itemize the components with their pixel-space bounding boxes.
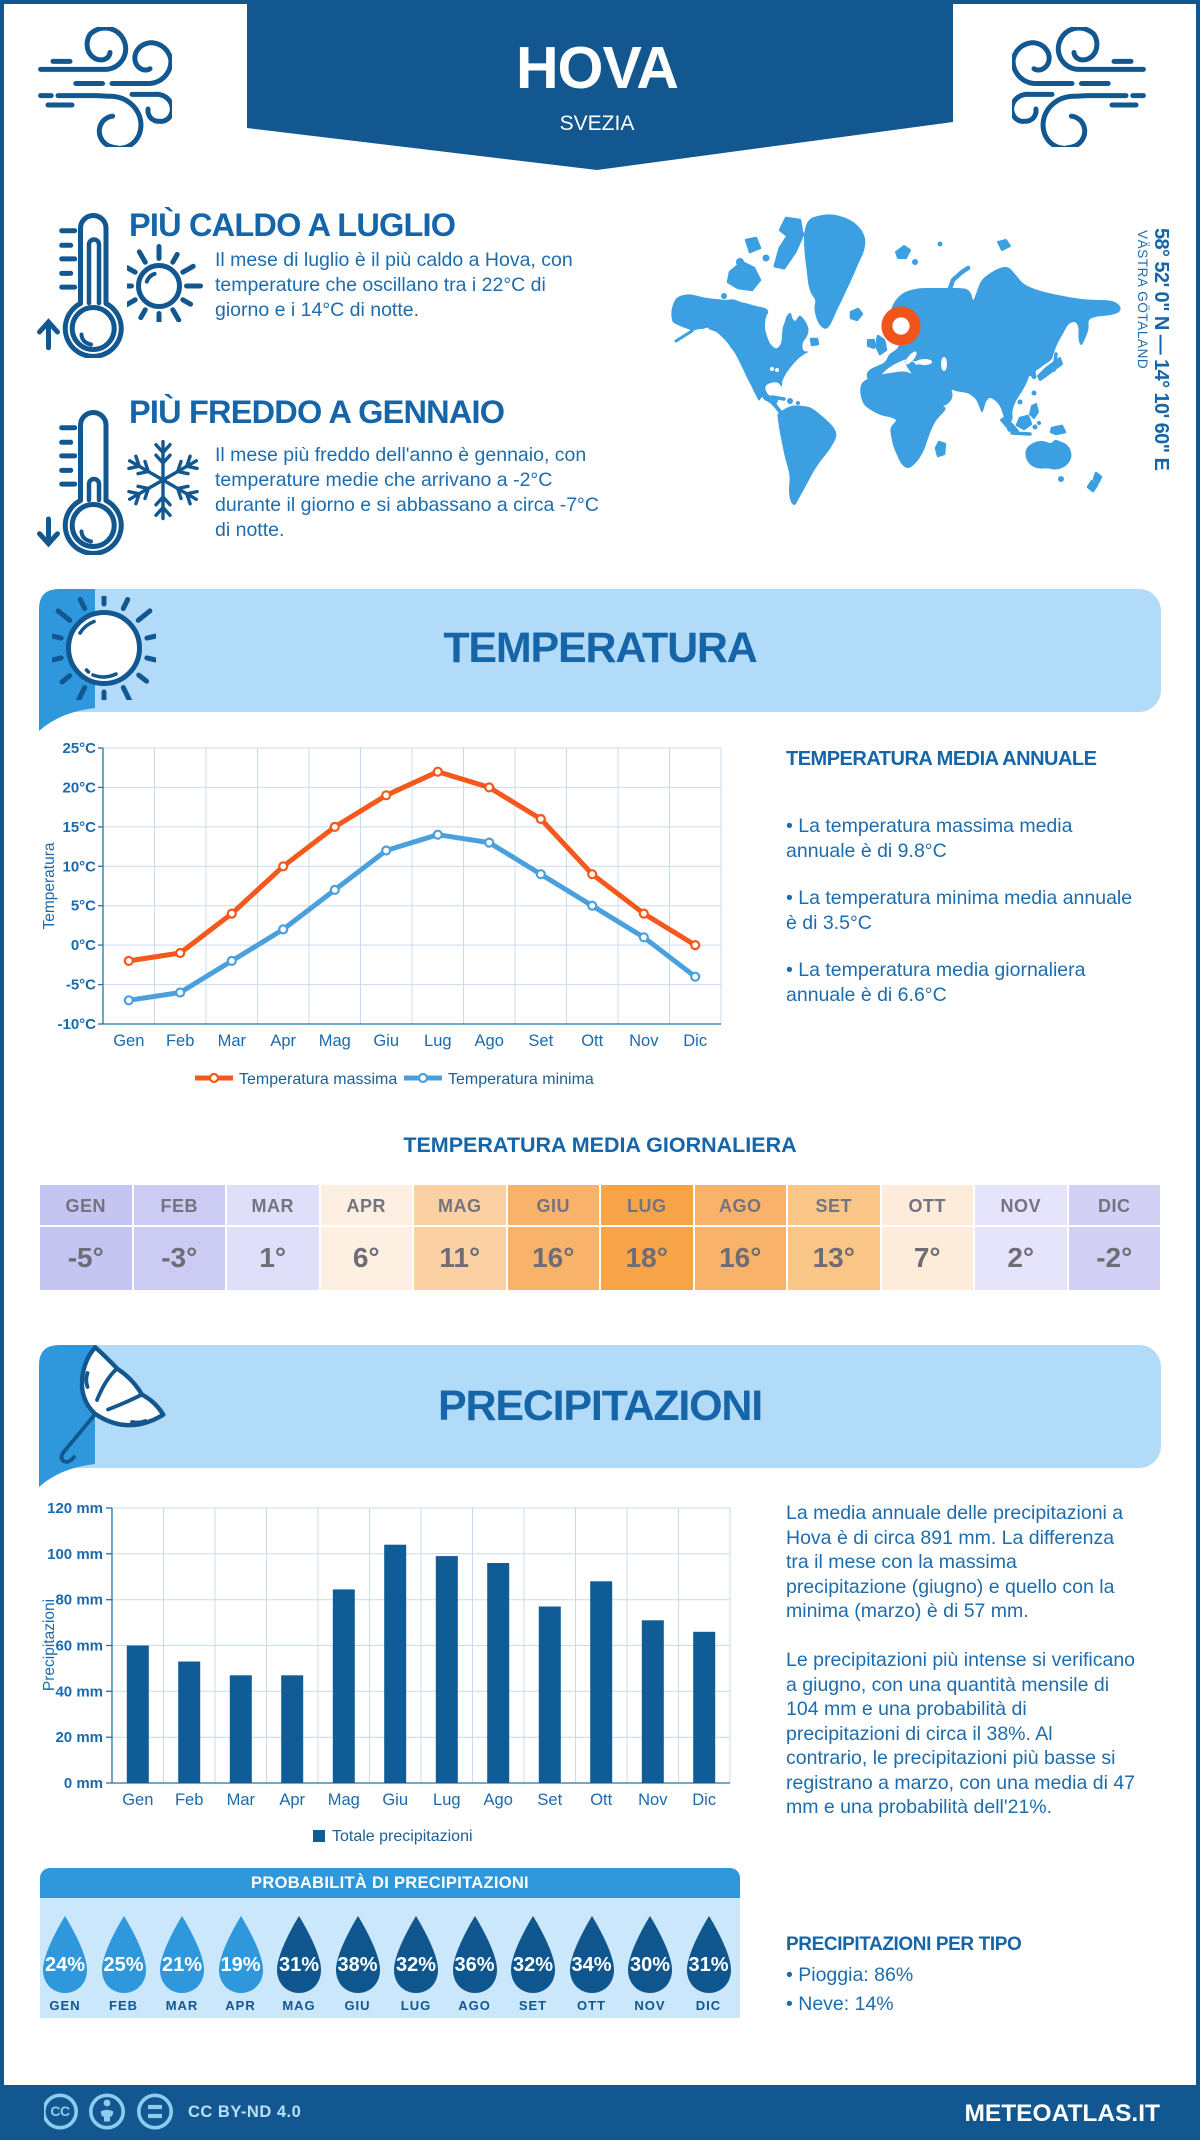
svg-text:Set: Set	[537, 1791, 562, 1809]
svg-text:Ago: Ago	[484, 1791, 513, 1809]
svg-text:Mar: Mar	[227, 1791, 256, 1809]
svg-text:Lug: Lug	[433, 1791, 461, 1809]
svg-text:Ott: Ott	[581, 1032, 603, 1050]
svg-text:Nov: Nov	[629, 1032, 659, 1050]
svg-text:100 mm: 100 mm	[47, 1546, 103, 1563]
svg-text:25°C: 25°C	[62, 740, 96, 757]
svg-text:Gen: Gen	[122, 1791, 153, 1809]
svg-text:Nov: Nov	[638, 1791, 668, 1809]
svg-text:CC: CC	[50, 2103, 70, 2119]
svg-text:60 mm: 60 mm	[55, 1638, 103, 1655]
svg-text:20°C: 20°C	[62, 779, 96, 796]
svg-text:Ago: Ago	[475, 1032, 504, 1050]
svg-text:Giu: Giu	[382, 1791, 408, 1809]
svg-text:Mag: Mag	[328, 1791, 360, 1809]
svg-text:Gen: Gen	[113, 1032, 144, 1050]
svg-text:Feb: Feb	[166, 1032, 194, 1050]
svg-text:Set: Set	[528, 1032, 553, 1050]
svg-text:-5°C: -5°C	[66, 977, 96, 994]
svg-text:Precipitazioni: Precipitazioni	[41, 1599, 58, 1691]
svg-text:Temperatura massima: Temperatura massima	[239, 1071, 397, 1088]
svg-text:0°C: 0°C	[71, 937, 96, 954]
svg-text:Apr: Apr	[279, 1791, 305, 1809]
svg-text:Lug: Lug	[424, 1032, 452, 1050]
svg-text:Feb: Feb	[175, 1791, 203, 1809]
svg-text:Dic: Dic	[683, 1032, 707, 1050]
svg-text:0 mm: 0 mm	[64, 1775, 103, 1792]
svg-text:80 mm: 80 mm	[55, 1592, 103, 1609]
svg-text:-10°C: -10°C	[57, 1016, 96, 1033]
svg-text:Temperatura minima: Temperatura minima	[448, 1071, 594, 1088]
svg-text:Totale precipitazioni: Totale precipitazioni	[332, 1828, 473, 1845]
svg-text:Giu: Giu	[373, 1032, 399, 1050]
svg-text:5°C: 5°C	[71, 898, 96, 915]
svg-text:Temperatura: Temperatura	[41, 842, 58, 929]
svg-text:15°C: 15°C	[62, 819, 96, 836]
svg-text:Apr: Apr	[270, 1032, 296, 1050]
svg-text:10°C: 10°C	[62, 858, 96, 875]
svg-text:40 mm: 40 mm	[55, 1683, 103, 1700]
svg-text:Dic: Dic	[692, 1791, 716, 1809]
svg-text:Mar: Mar	[218, 1032, 247, 1050]
svg-text:120 mm: 120 mm	[47, 1500, 103, 1517]
svg-text:Ott: Ott	[590, 1791, 612, 1809]
svg-text:20 mm: 20 mm	[55, 1729, 103, 1746]
svg-text:Mag: Mag	[319, 1032, 351, 1050]
